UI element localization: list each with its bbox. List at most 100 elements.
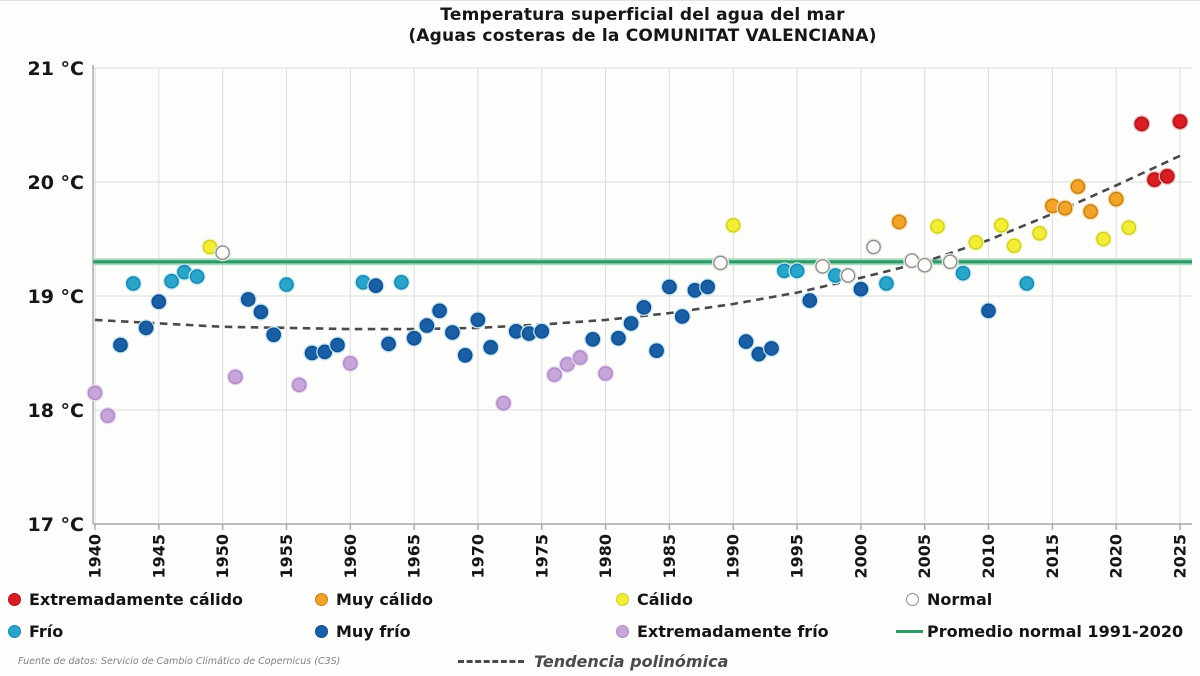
data-point-dot xyxy=(483,339,499,355)
muy-calido-dot-icon xyxy=(315,592,328,606)
data-point-1956 xyxy=(290,376,308,394)
data-point-dot xyxy=(126,276,141,291)
data-point-dot xyxy=(1108,191,1124,207)
data-point-1993 xyxy=(762,339,781,357)
data-point-dot xyxy=(406,330,422,346)
data-point-dot xyxy=(598,366,613,381)
data-point-1982 xyxy=(622,314,640,332)
legend-item-promedio-normal: Promedio normal 1991-2020 xyxy=(896,621,1183,641)
data-point-dot xyxy=(432,303,447,319)
data-point-2002 xyxy=(877,274,896,293)
x-axis-tick-label: 2020 xyxy=(1107,534,1126,579)
data-point-1978 xyxy=(571,349,589,367)
data-point-dot xyxy=(240,292,256,307)
dashed-line-icon xyxy=(458,659,524,663)
data-point-2001 xyxy=(865,238,883,256)
data-point-dot xyxy=(291,377,307,393)
legend-label: Extremadamente cálido xyxy=(29,589,244,609)
data-point-dot xyxy=(189,269,205,284)
data-point-dot xyxy=(279,277,294,292)
data-point-dot xyxy=(1019,276,1035,291)
data-point-1991 xyxy=(737,333,755,351)
data-point-2022 xyxy=(1133,115,1151,133)
data-point-dot xyxy=(942,254,958,270)
data-point-2000 xyxy=(852,280,870,298)
data-point-2006 xyxy=(928,217,947,236)
data-point-dot xyxy=(457,347,473,363)
data-point-2011 xyxy=(992,216,1010,234)
legend-label: Promedio normal 1991-2020 xyxy=(927,621,1184,641)
data-point-2024 xyxy=(1158,167,1176,185)
legend-item-muy-frio: Muy frío xyxy=(315,621,411,641)
x-axis-tick-label: 1950 xyxy=(213,534,232,579)
x-axis-tick-label: 2025 xyxy=(1171,534,1190,579)
data-point-dot xyxy=(802,293,818,308)
data-point-dot xyxy=(611,330,626,346)
data-point-2017 xyxy=(1069,178,1087,196)
data-point-1950 xyxy=(214,244,232,262)
data-point-1963 xyxy=(380,335,398,353)
data-point-dot xyxy=(87,385,103,401)
data-point-1980 xyxy=(597,364,615,383)
frio-dot-icon xyxy=(8,624,21,638)
data-point-1985 xyxy=(660,278,679,296)
x-axis-tick-label: 2010 xyxy=(979,534,998,579)
legend-label: Frío xyxy=(29,621,64,641)
legend-item-tendencia-polinomica: Tendencia polinómica xyxy=(458,651,728,671)
legend-item-frio: Frío xyxy=(8,621,63,641)
data-point-dot xyxy=(445,325,460,340)
data-point-dot xyxy=(917,257,933,273)
legend-item-normal: Normal xyxy=(906,589,992,609)
data-point-dot xyxy=(113,337,128,353)
x-axis-tick-label: 1985 xyxy=(660,534,679,579)
legend-label: Normal xyxy=(927,589,993,609)
data-point-dot xyxy=(317,344,333,360)
data-point-dot xyxy=(994,217,1009,233)
data-point-1983 xyxy=(635,298,653,316)
data-point-1953 xyxy=(252,303,270,321)
data-point-dot xyxy=(1083,204,1098,219)
extremadamente-calido-dot-icon xyxy=(8,592,21,606)
data-point-dot xyxy=(968,235,984,250)
data-point-1951 xyxy=(226,368,244,386)
data-point-1964 xyxy=(392,273,410,291)
data-point-1989 xyxy=(711,254,730,272)
data-point-dot xyxy=(1006,238,1022,254)
data-point-1955 xyxy=(277,276,296,294)
data-point-1945 xyxy=(150,293,168,311)
data-point-1996 xyxy=(801,292,819,310)
data-point-1962 xyxy=(367,277,385,295)
data-point-2021 xyxy=(1120,219,1138,237)
data-point-1948 xyxy=(188,268,206,286)
data-point-dot xyxy=(547,367,562,383)
data-point-1969 xyxy=(456,346,474,364)
data-point-dot xyxy=(866,239,881,255)
data-point-1954 xyxy=(265,326,283,344)
data-point-dot xyxy=(572,350,588,365)
data-point-1970 xyxy=(469,311,487,329)
legend-item-muy-calido: Muy cálido xyxy=(315,589,433,609)
data-point-2019 xyxy=(1094,230,1112,248)
data-point-dot xyxy=(649,343,664,359)
data-point-1940 xyxy=(86,384,104,402)
green-line-icon xyxy=(896,629,923,633)
data-point-dot xyxy=(623,316,639,331)
chart-title-line1: Temperatura superficial del agua del mar xyxy=(440,5,845,25)
data-point-1959 xyxy=(328,336,347,354)
data-point-dot xyxy=(1096,231,1111,247)
data-point-dot xyxy=(1159,168,1175,184)
x-axis-tick-label: 2005 xyxy=(915,534,934,579)
data-point-dot xyxy=(955,265,971,281)
data-point-1946 xyxy=(163,272,181,290)
x-axis-tick-label: 1960 xyxy=(341,534,360,579)
data-point-1967 xyxy=(431,302,449,320)
data-point-2016 xyxy=(1056,199,1074,217)
data-point-2014 xyxy=(1031,224,1049,242)
data-point-dot xyxy=(330,337,345,353)
data-point-dot xyxy=(700,279,716,295)
data-point-dot xyxy=(1134,116,1149,132)
y-axis-tick-label: 17 °C xyxy=(28,514,85,536)
data-point-1995 xyxy=(788,262,806,280)
data-point-1952 xyxy=(239,290,257,308)
data-point-1973 xyxy=(507,322,525,340)
